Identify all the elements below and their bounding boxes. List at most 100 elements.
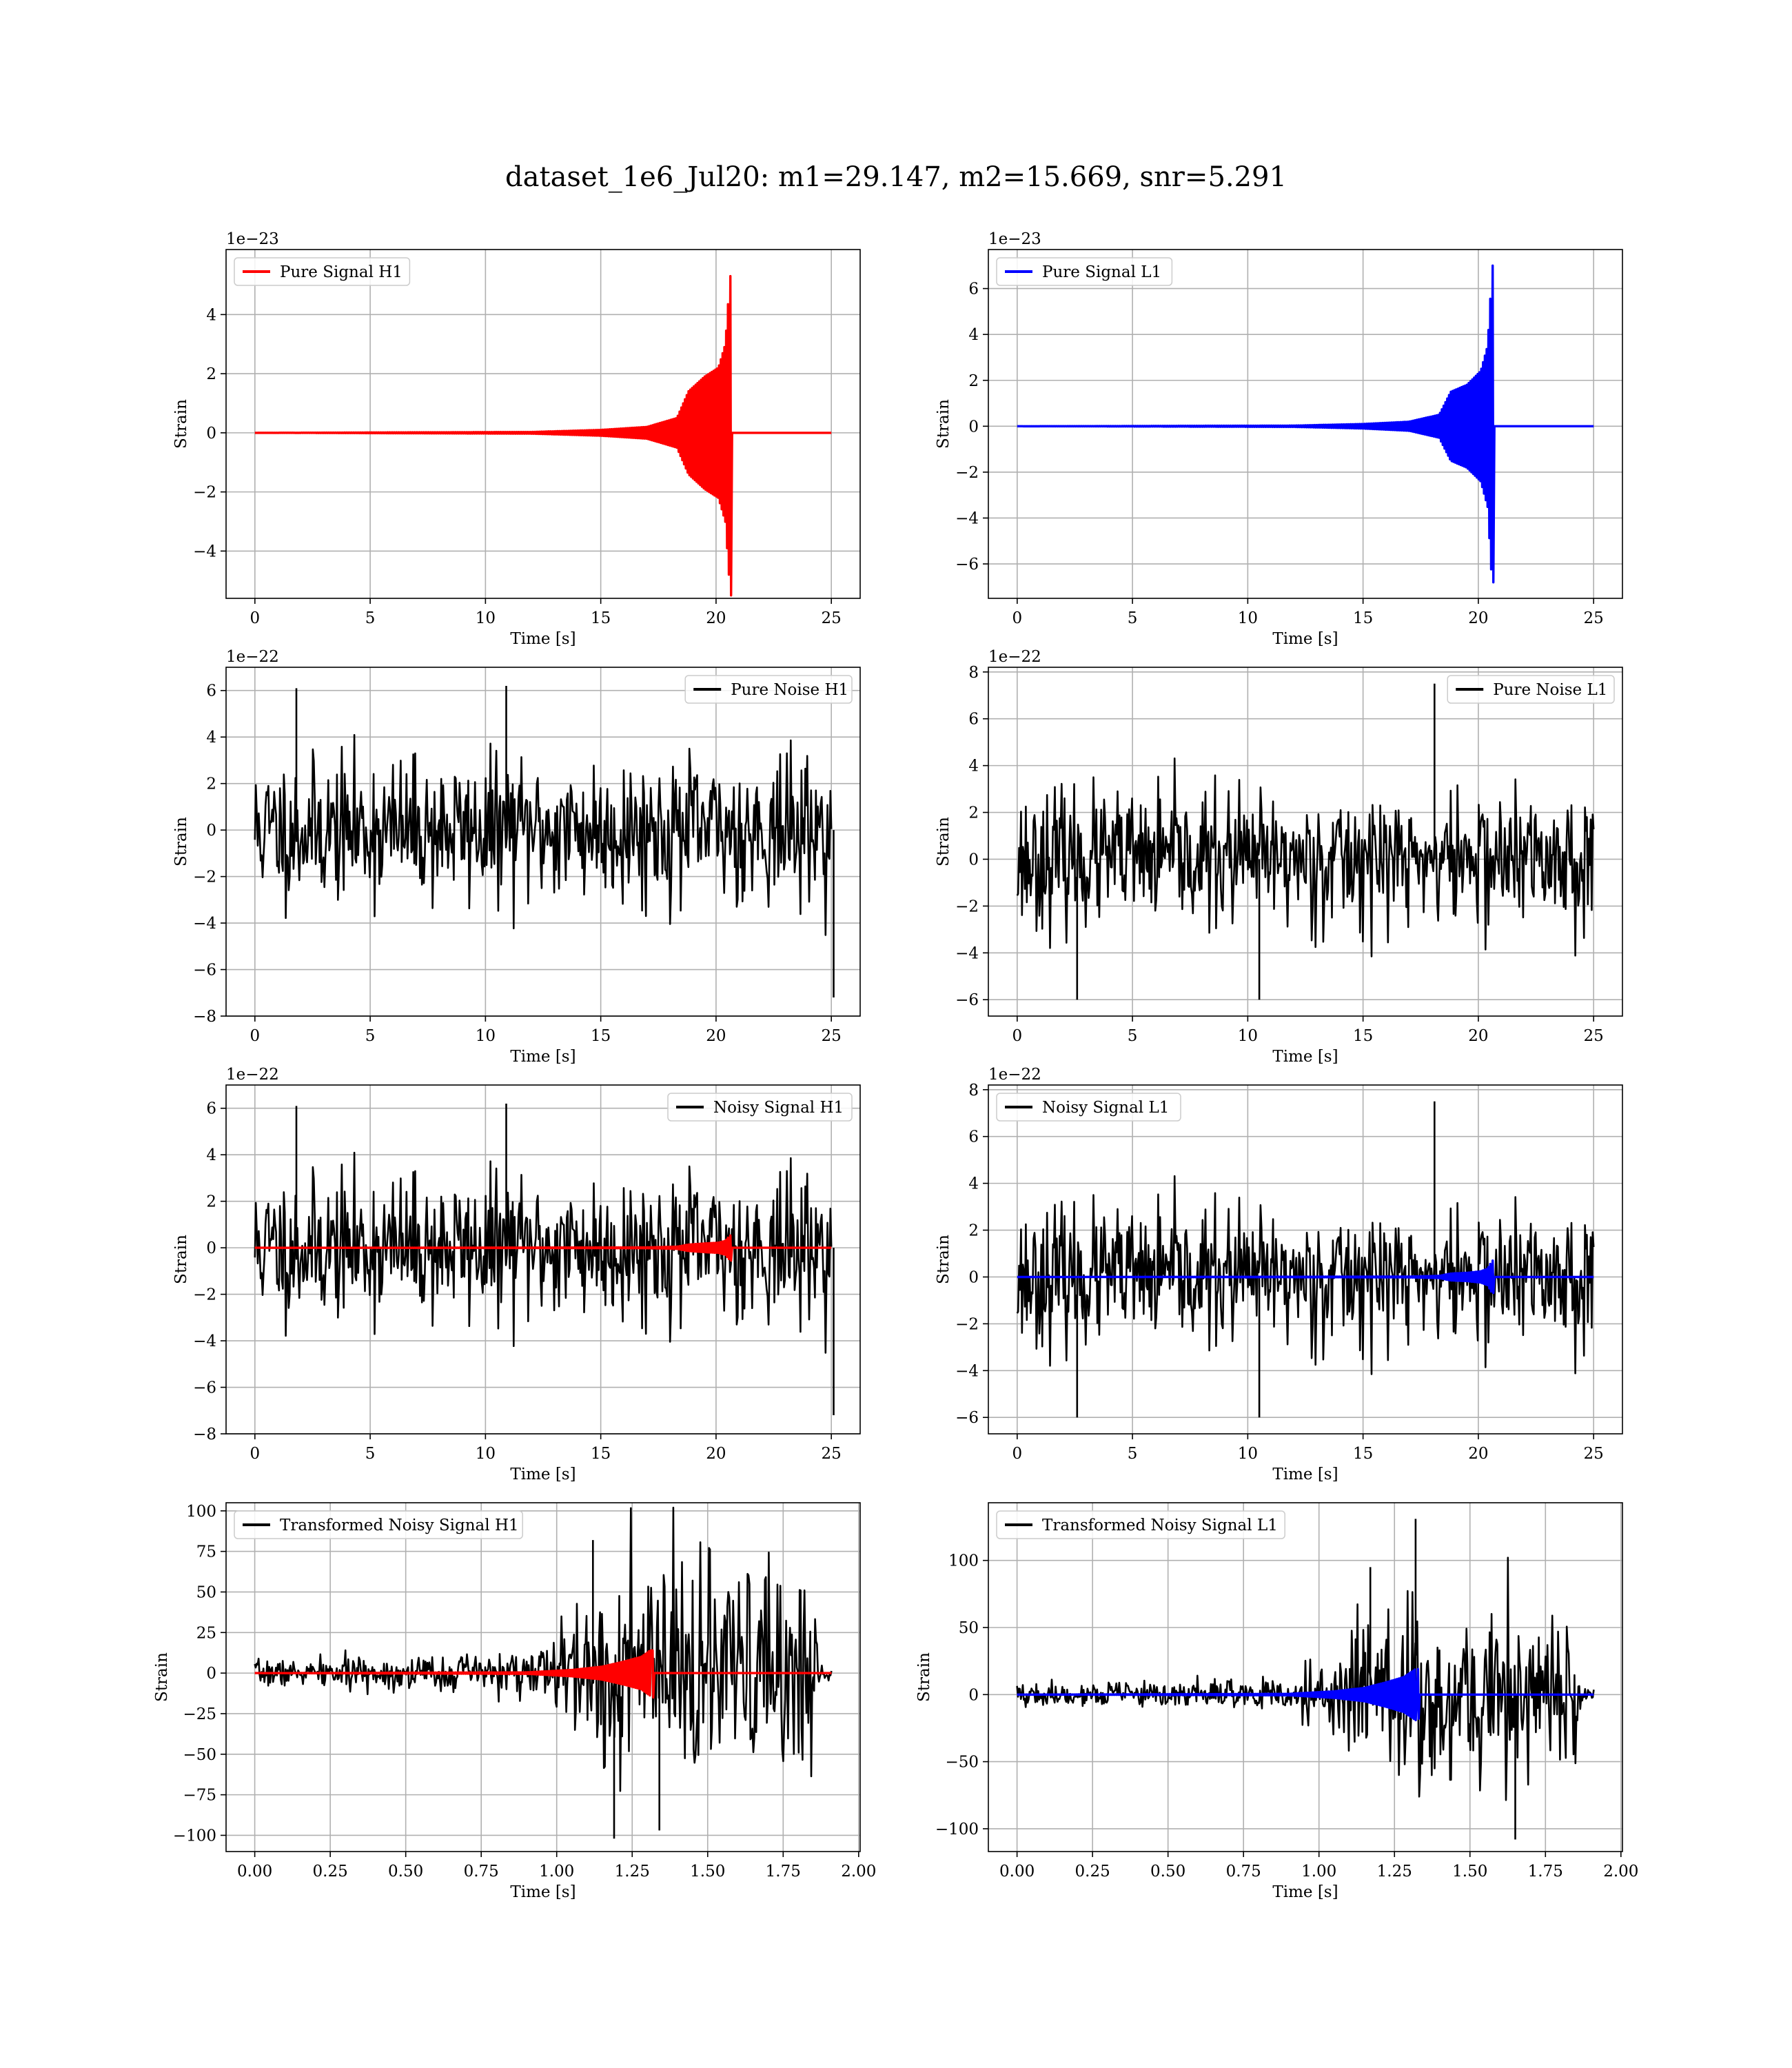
legend-box: [234, 257, 411, 286]
y-tick-label: −25: [183, 1705, 216, 1723]
x-axis-label: Time [s]: [510, 1048, 576, 1066]
x-tick-label: 10: [476, 1027, 496, 1045]
y-tick-label: −2: [955, 898, 979, 915]
series-line-overlay: [1017, 1667, 1594, 1721]
y-tick-label: 2: [968, 1222, 979, 1240]
x-tick-label: 0: [250, 1445, 260, 1463]
legend-label: Noisy Signal H1: [713, 1099, 844, 1117]
y-tick-label: −2: [193, 1286, 216, 1304]
x-tick-label: 0.00: [237, 1863, 272, 1881]
y-tick-label: −2: [193, 869, 216, 886]
figure-title: dataset_1e6_Jul20: m1=29.147, m2=15.669,…: [505, 161, 1287, 193]
y-tick-label: 2: [206, 776, 216, 793]
y-offset-text: 1e−22: [988, 648, 1041, 666]
x-tick-label: 0: [1012, 1445, 1022, 1463]
legend: Pure Noise L1: [1447, 675, 1615, 704]
y-tick-label: 6: [968, 1128, 979, 1146]
x-tick-label: 0.00: [999, 1863, 1035, 1881]
y-tick-label: −4: [193, 915, 216, 933]
legend-box: [996, 1510, 1285, 1539]
y-tick-label: −6: [193, 962, 216, 980]
y-tick-label: 4: [206, 729, 216, 747]
y-tick-label: 4: [206, 306, 216, 324]
x-tick-label: 5: [365, 1027, 376, 1045]
legend: Pure Signal L1: [996, 257, 1173, 286]
x-axis-label: Time [s]: [1272, 1883, 1338, 1901]
y-tick-label: 0: [968, 1268, 979, 1286]
y-tick-label: 2: [968, 372, 979, 390]
legend-label: Noisy Signal L1: [1042, 1099, 1169, 1117]
y-offset-text: 1e−22: [988, 1066, 1041, 1084]
y-axis-label: Strain: [935, 1235, 953, 1284]
legend-box: [667, 1093, 853, 1122]
subplot-noisy-signal-h1: 0 5 10 15 20 25 −8 −6 −4 −2 0 2 4 6 Time [s] Strain 1e−2…: [172, 1066, 861, 1483]
y-tick-label: −4: [955, 509, 979, 527]
x-tick-label: 10: [1238, 609, 1258, 627]
x-tick-label: 20: [706, 609, 726, 627]
legend-label: Pure Signal L1: [1042, 263, 1161, 281]
x-tick-label: 10: [476, 1445, 496, 1463]
y-axis-label: Strain: [935, 399, 953, 449]
x-tick-label: 15: [1353, 1445, 1373, 1463]
x-tick-label: 1.00: [539, 1863, 574, 1881]
legend-box: [684, 675, 853, 704]
y-axis-label: Strain: [172, 399, 190, 449]
series-line-transformed-noisy-signal-l1: [1016, 1519, 1595, 1840]
series-line-overlay: [254, 1234, 832, 1262]
x-tick-label: 5: [365, 609, 376, 627]
plot-area: [1016, 1101, 1595, 1418]
legend-label: Pure Noise L1: [1493, 681, 1607, 699]
y-axis-label: Strain: [172, 1235, 190, 1284]
y-tick-label: −2: [955, 464, 979, 482]
x-tick-label: 0.25: [313, 1863, 348, 1881]
x-tick-label: 15: [1353, 609, 1373, 627]
series-line-pure-signal-h1: [254, 274, 832, 597]
x-axis-label: Time [s]: [510, 1466, 576, 1483]
x-tick-label: 5: [1128, 609, 1138, 627]
y-tick-label: 4: [206, 1146, 216, 1164]
x-tick-label: 5: [1128, 1445, 1138, 1463]
subplot-pure-signal-h1: 0 5 10 15 20 25 −4 −2 0 2 4 Time [s] Strain 1e−23Pure…: [172, 230, 861, 648]
y-tick-label: 0: [968, 851, 979, 869]
y-tick-label: 4: [968, 758, 979, 776]
axes-frame: [988, 1084, 1623, 1435]
x-tick-label: 15: [1353, 1027, 1373, 1045]
y-tick-label: −4: [955, 944, 979, 962]
y-tick-label: 2: [206, 365, 216, 383]
x-tick-label: 1.50: [690, 1863, 725, 1881]
plot-area: [254, 686, 835, 997]
x-tick-label: 25: [822, 1445, 842, 1463]
subplot-transformed-noisy-signal-l1: 0.00 0.25 0.50 0.75 1.00 1.25 1.50 1.75 2.00 −100…: [915, 1502, 1638, 1901]
x-tick-label: 20: [1468, 1027, 1488, 1045]
plot-area: [254, 1104, 835, 1415]
series-line-overlay: [254, 1649, 832, 1699]
x-tick-label: 0.75: [464, 1863, 499, 1881]
y-tick-label: −4: [193, 543, 216, 560]
x-tick-label: 0: [1012, 1027, 1022, 1045]
series-line-pure-signal-l1: [1017, 264, 1594, 584]
x-tick-label: 20: [706, 1027, 726, 1045]
axes-frame: [225, 249, 861, 599]
y-tick-label: 0: [206, 425, 216, 443]
x-tick-label: 25: [1584, 1445, 1604, 1463]
y-axis-label: Strain: [172, 817, 190, 866]
series-line-noisy-signal-l1: [1016, 1101, 1595, 1418]
y-offset-text: 1e−23: [226, 230, 279, 248]
y-tick-label: 50: [196, 1583, 216, 1601]
plot-area: [254, 274, 832, 597]
subplot-pure-noise-l1: 0 5 10 15 20 25 −6 −4 −2 0 2 4 6 8 Time [s] Strain 1e−22…: [935, 648, 1623, 1066]
legend: Pure Signal H1: [234, 257, 411, 286]
x-tick-label: 2.00: [1603, 1863, 1638, 1881]
x-tick-label: 0.25: [1075, 1863, 1110, 1881]
legend-box: [996, 1093, 1181, 1122]
x-axis-label: Time [s]: [1272, 1048, 1338, 1066]
x-axis-label: Time [s]: [510, 630, 576, 648]
legend-label: Transformed Noisy Signal H1: [280, 1517, 519, 1534]
x-axis-label: Time [s]: [510, 1883, 576, 1901]
y-tick-label: 8: [968, 664, 979, 682]
y-tick-label: 100: [186, 1503, 216, 1521]
y-tick-label: 2: [968, 804, 979, 822]
plot-area: [1016, 683, 1595, 1000]
x-tick-label: 0: [1012, 609, 1022, 627]
